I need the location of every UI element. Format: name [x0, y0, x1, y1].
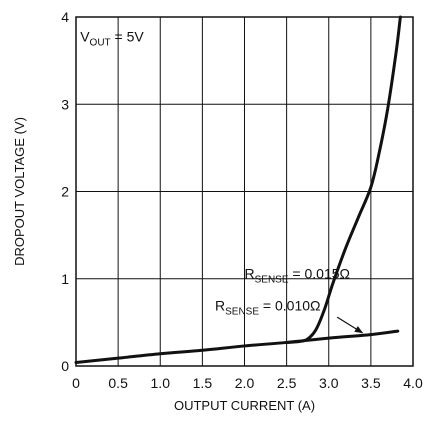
condition-label: VOUT = 5V — [80, 28, 144, 48]
x-tick-label: 2.0 — [235, 375, 255, 391]
x-axis-title: OUTPUT CURRENT (A) — [174, 398, 315, 413]
x-tick-label: 1.5 — [193, 375, 213, 391]
series-label-rsense-0010: RSENSE = 0.010Ω — [215, 298, 321, 318]
x-tick-label: 3.5 — [361, 375, 381, 391]
label-015-main: R — [245, 265, 255, 281]
label-010-main: R — [215, 298, 225, 314]
y-tick-label: 4 — [61, 9, 69, 25]
x-tick-label: 2.5 — [277, 375, 297, 391]
label-015-rest: = 0.015Ω — [289, 265, 350, 281]
label-015-sub: SENSE — [255, 274, 289, 285]
x-tick-label: 4.0 — [403, 375, 423, 391]
y-tick-label: 2 — [61, 184, 69, 200]
condition-rest: = 5V — [111, 28, 145, 44]
x-tick-label: 0.5 — [108, 375, 128, 391]
y-tick-label: 3 — [61, 96, 69, 112]
series-label-arrow — [337, 317, 362, 333]
series-line-rsense-0010 — [76, 331, 398, 362]
x-tick-label: 0 — [72, 375, 80, 391]
x-tick-label: 1.0 — [151, 375, 171, 391]
series-line-rsense-0015 — [287, 17, 401, 342]
condition-sub: OUT — [90, 37, 111, 48]
label-010-rest: = 0.010Ω — [259, 298, 320, 314]
label-010-sub: SENSE — [225, 307, 259, 318]
x-tick-label: 3.0 — [319, 375, 339, 391]
y-axis-title: DROPOUT VOLTAGE (V) — [12, 117, 27, 266]
y-tick-label: 0 — [61, 358, 69, 374]
y-tick-label: 1 — [61, 271, 69, 287]
